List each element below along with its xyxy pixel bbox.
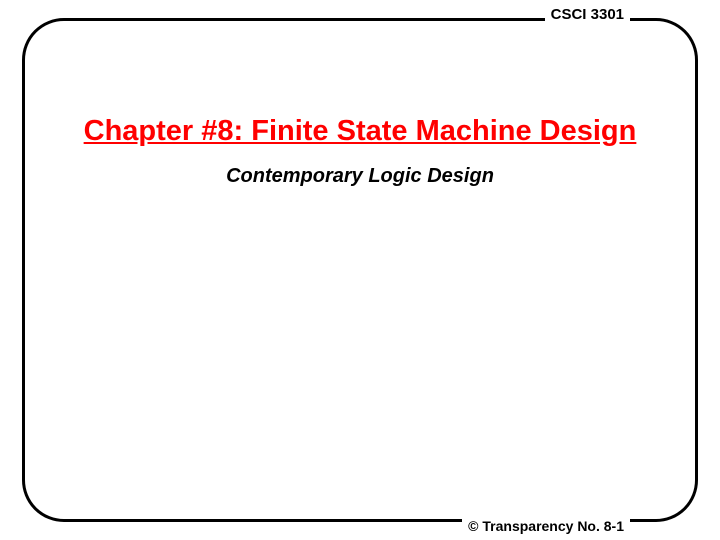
book-subtitle: Contemporary Logic Design xyxy=(0,165,720,188)
chapter-title: Chapter #8: Finite State Machine Design xyxy=(0,115,720,148)
course-code-label: CSCI 3301 xyxy=(545,6,630,23)
slide-border-frame xyxy=(22,18,698,522)
transparency-footer: © Transparency No. 8-1 xyxy=(462,518,630,534)
